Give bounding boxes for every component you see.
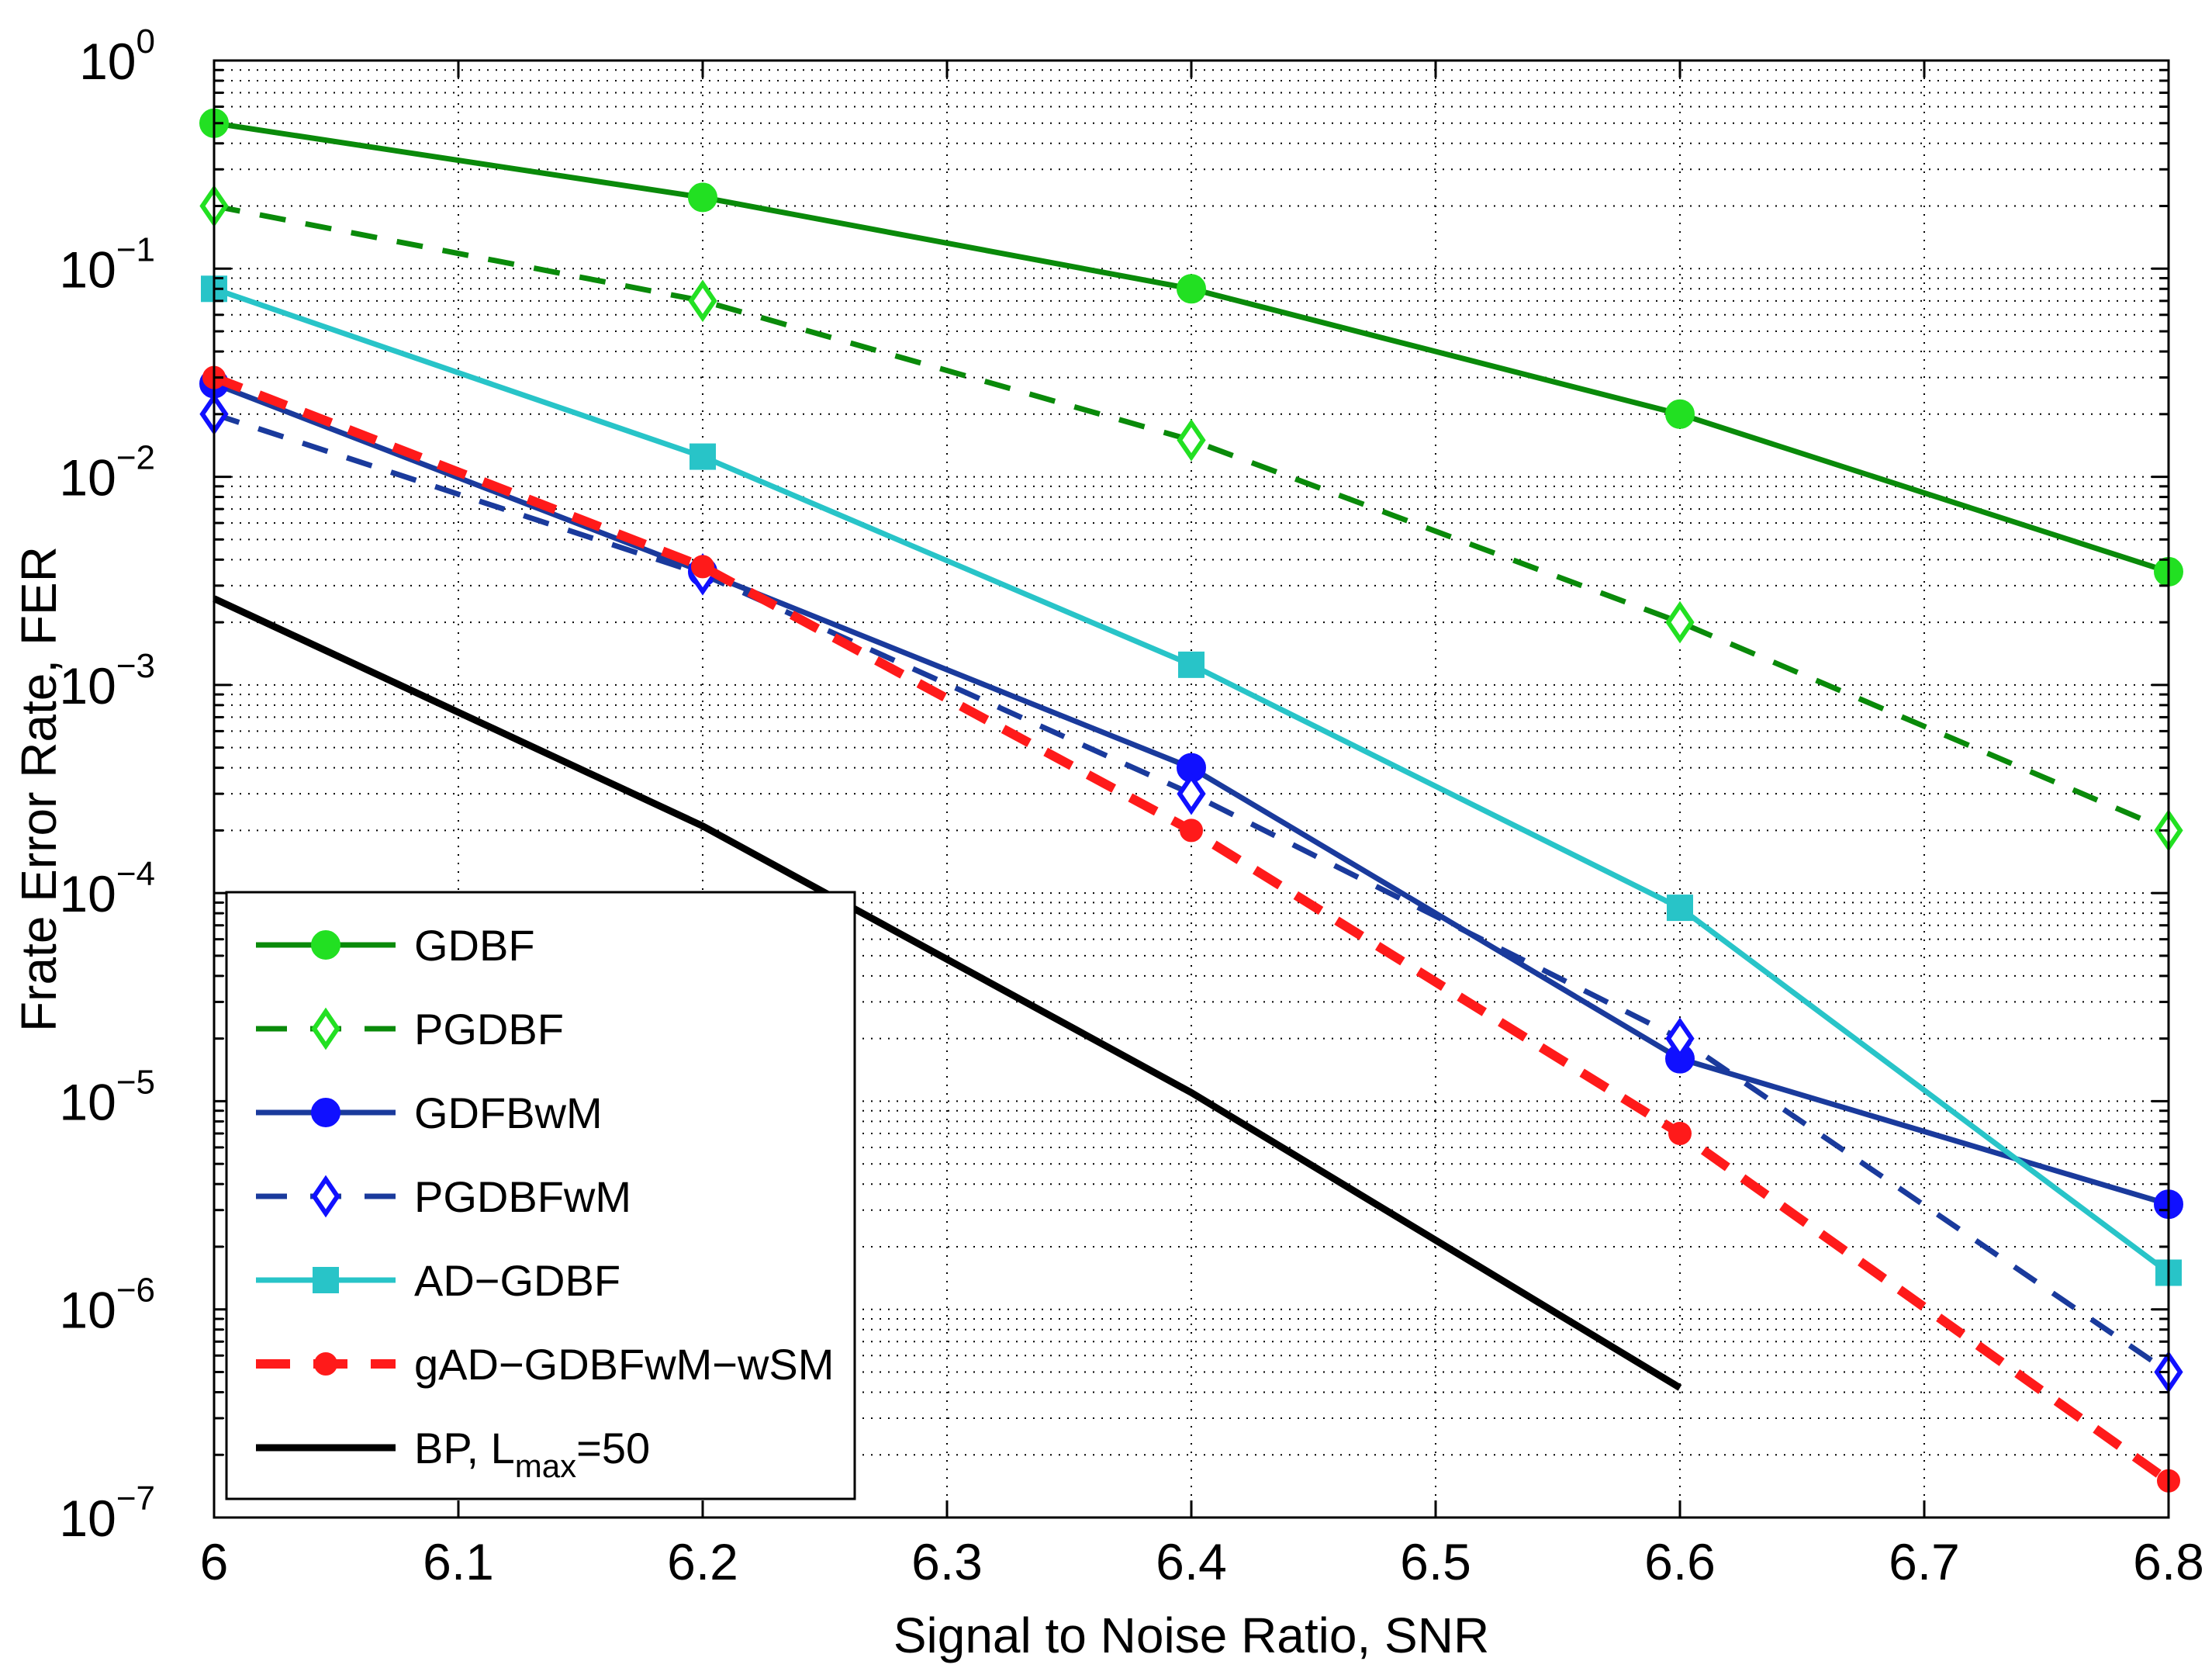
marker-pgdbf [311, 1007, 340, 1050]
x-tick-label: 6.8 [2133, 1533, 2204, 1590]
marker-gdbf [1177, 274, 1206, 304]
legend-item: BP, Lmax=50 [256, 1424, 650, 1484]
legend-item: GDFBwM [256, 1088, 603, 1137]
series-gad-gdbfwm-wsm [202, 365, 2180, 1493]
legend-label: GDBF [414, 921, 535, 970]
marker-pgdbfwm [311, 1175, 340, 1218]
marker-gad-gdbfwm-wsm [691, 555, 714, 579]
axis-ticks [213, 59, 2170, 1519]
series-pgdbf [199, 185, 2183, 852]
marker-pgdbfwm [1665, 1017, 1695, 1060]
legend-item: PGDBF [256, 1005, 564, 1054]
tick-labels: 6 6.1 6.2 6.3 6.4 6.5 6.6 6.7 6.8 100 10−1 10−2 10−3… [59, 22, 2203, 1590]
marker-pgdbf [688, 279, 717, 323]
legend-label: PGDBFwM [414, 1172, 631, 1221]
y-tick-label: 10−1 [59, 230, 155, 298]
marker-ad-gdbf [1178, 651, 1205, 678]
y-tick-label: 10−4 [59, 855, 155, 922]
x-tick-label: 6.1 [423, 1533, 494, 1590]
marker-gdfbwm [311, 1098, 340, 1127]
marker-gad-gdbfwm-wsm [1180, 818, 1203, 843]
x-axis-title: Signal to Noise Ratio, SNR [893, 1608, 1489, 1663]
marker-gdbf [311, 930, 340, 960]
x-tick-label: 6.2 [667, 1533, 738, 1590]
legend-item: GDBF [256, 921, 535, 970]
series-layer [199, 108, 2183, 1493]
legend-item: PGDBFwM [256, 1172, 631, 1221]
marker-pgdbfwm [1177, 772, 1206, 815]
legend-label: BP, Lmax=50 [414, 1424, 650, 1484]
x-tick-label: 6.6 [1644, 1533, 1716, 1590]
y-tick-label: 10−5 [59, 1063, 155, 1130]
x-tick-label: 6.5 [1400, 1533, 1471, 1590]
marker-gad-gdbfwm-wsm [314, 1352, 337, 1376]
marker-gad-gdbfwm-wsm [1668, 1121, 1692, 1145]
marker-pgdbf [1177, 419, 1206, 462]
y-tick-label: 10−3 [59, 647, 155, 715]
y-tick-label: 100 [79, 22, 155, 90]
y-tick-label: 10−6 [59, 1272, 155, 1339]
series-bp-lmax-50 [213, 595, 1682, 1391]
marker-gdbf [688, 182, 717, 213]
legend-label: gAD−GDBFwM−wSM [414, 1340, 834, 1389]
marker-ad-gdbf [313, 1267, 339, 1293]
series-line [213, 595, 1682, 1391]
marker-ad-gdbf [1667, 895, 1693, 922]
legend-label: GDFBwM [414, 1088, 603, 1137]
x-tick-label: 6.4 [1156, 1533, 1227, 1590]
y-tick-label: 10−7 [59, 1479, 155, 1547]
legend: GDBF PGDBF GDFBwM PGDBFwM AD−GDBF gAD−GDBFwM−… [225, 891, 856, 1500]
legend-label: PGDBF [414, 1005, 564, 1054]
x-tick-label: 6.3 [911, 1533, 983, 1590]
x-tick-label: 6 [200, 1533, 229, 1590]
y-tick-label: 10−2 [59, 439, 155, 507]
marker-pgdbf [1665, 600, 1695, 644]
series-line [213, 203, 2170, 833]
marker-gdbf [1665, 399, 1695, 429]
legend-item: AD−GDBF [256, 1256, 620, 1305]
legend-item: gAD−GDBFwM−wSM [256, 1340, 834, 1389]
marker-ad-gdbf [690, 443, 716, 470]
x-tick-label: 6.7 [1889, 1533, 1960, 1590]
legend-label: AD−GDBF [414, 1256, 620, 1305]
y-axis-title: Frate Error Rate, FER [11, 546, 67, 1032]
